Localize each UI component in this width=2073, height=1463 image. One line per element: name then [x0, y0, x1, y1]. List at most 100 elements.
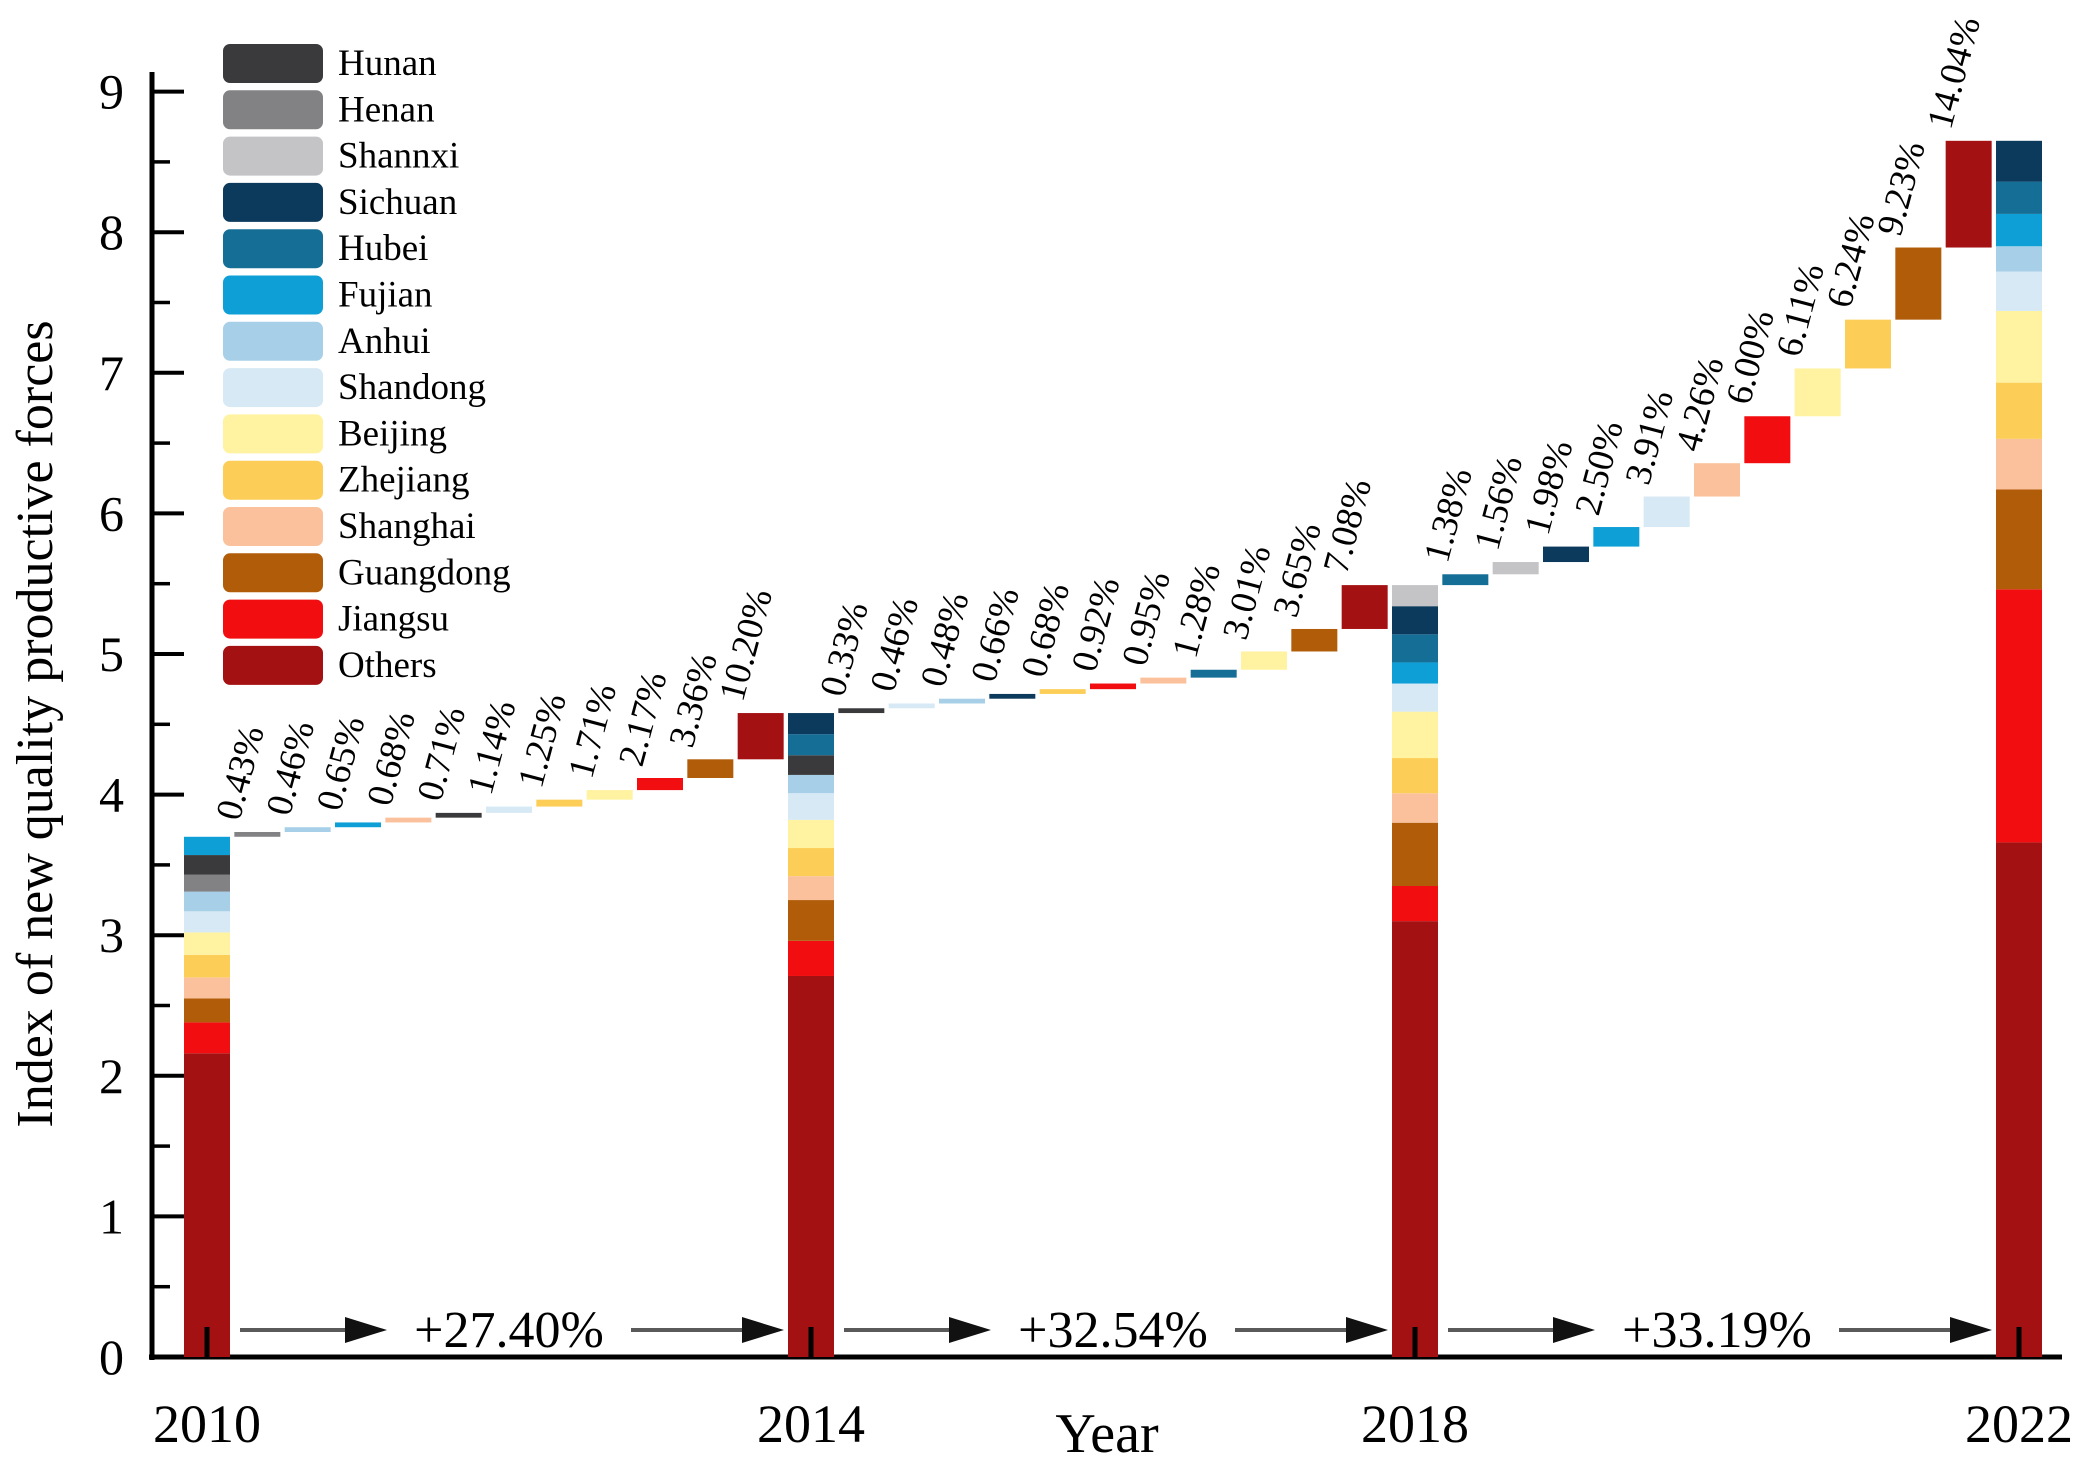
- bar-2018-segment-hubei: [1392, 634, 1438, 663]
- bar-2018: [1392, 585, 1438, 1357]
- y-tick-label-2: 2: [99, 1048, 124, 1104]
- bar-2010-segment-zhejiang: [184, 954, 230, 978]
- float-label-2018-2022-jiangsu: 6.00%: [1718, 306, 1782, 409]
- x-tick-label-2018: 2018: [1361, 1394, 1469, 1454]
- x-tick-label-2014: 2014: [757, 1394, 865, 1454]
- float-2018-2022-hubei: [1442, 574, 1489, 586]
- arrowhead-icon: [345, 1317, 387, 1343]
- legend-item-beijing: Beijing: [223, 413, 447, 454]
- arrowhead-icon: [742, 1317, 784, 1343]
- y-tick-label-6: 6: [99, 485, 124, 541]
- bar-2022-segment-jiangsu: [1996, 589, 2042, 843]
- float-2010-2014-guangdong: [687, 759, 734, 779]
- legend-label-shannxi: Shannxi: [338, 136, 459, 177]
- float-2010-2014-hunan: [435, 812, 482, 818]
- bar-2018-segment-beijing: [1392, 711, 1438, 759]
- float-2018-2022-jiangsu: [1744, 416, 1791, 464]
- bar-2014-segment-shanghai: [788, 876, 834, 901]
- bar-2018-segment-others: [1392, 921, 1438, 1357]
- float-2010-2014-fujian: [335, 822, 381, 828]
- bar-2014-segment-others: [788, 975, 834, 1357]
- float-2014-2018-hubei: [1190, 669, 1237, 678]
- float-label-2018-2022-beijing: 6.11%: [1769, 259, 1833, 361]
- float-2014-2018-beijing: [1241, 651, 1287, 670]
- float-label-2018-2022-shannxi: 1.56%: [1467, 451, 1531, 554]
- float-2010-2014-beijing: [586, 790, 633, 800]
- y-tick-label-7: 7: [99, 345, 124, 401]
- bar-2022-segment-guangdong: [1996, 489, 2042, 590]
- bar-2010-segment-shanghai: [184, 977, 230, 999]
- float-2010-2014-shanghai: [385, 817, 432, 823]
- float-2014-2018-anhui: [939, 698, 985, 704]
- bar-2018-segment-zhejiang: [1392, 758, 1438, 794]
- bar-2010: [184, 836, 230, 1357]
- float-label-2010-2014-others: 10.20%: [712, 585, 781, 706]
- growth-arrow-2010-2014: +27.40%: [240, 1302, 784, 1359]
- bar-2022-segment-shanghai: [1996, 438, 2042, 490]
- x-tick-label-2010: 2010: [153, 1394, 261, 1454]
- float-label-2018-2022-sichuan: 1.98%: [1517, 436, 1581, 539]
- legend-item-zhejiang: Zhejiang: [223, 460, 470, 501]
- float-label-2010-2014-zhejiang: 1.25%: [510, 689, 574, 792]
- bar-2014: [788, 713, 834, 1357]
- increment-floats-layer: 0.43%0.46%0.65%0.68%0.71%1.14%1.25%1.71%…: [208, 12, 1992, 837]
- bar-2010-segment-guangdong: [184, 998, 230, 1023]
- legend-swatch-anhui: [223, 321, 323, 361]
- legend-label-anhui: Anhui: [338, 321, 431, 362]
- bar-2010-segment-fujian: [184, 836, 230, 856]
- float-2018-2022-beijing: [1794, 368, 1841, 417]
- legend-label-others: Others: [338, 645, 437, 686]
- bar-2014-segment-hunan: [788, 755, 834, 775]
- float-2018-2022-others: [1945, 140, 1992, 248]
- growth-arrow-label: +32.54%: [1018, 1302, 1208, 1359]
- bar-2018-segment-guangdong: [1392, 822, 1438, 886]
- arrowhead-icon: [1553, 1317, 1595, 1343]
- float-2018-2022-guangdong: [1895, 247, 1942, 320]
- y-tick-label-1: 1: [99, 1188, 124, 1244]
- legend-swatch-hubei: [223, 229, 323, 269]
- bar-2022-segment-shandong: [1996, 271, 2042, 311]
- float-2018-2022-shannxi: [1492, 562, 1539, 575]
- axes-layer: 0 1 2 3 4 5 6 7 8 9 2010 2014 2018 2022: [99, 64, 2073, 1454]
- bar-2018-segment-sichuan: [1392, 606, 1438, 635]
- float-2014-2018-others: [1341, 585, 1388, 629]
- float-2018-2022-zhejiang: [1845, 319, 1891, 369]
- arrowhead-icon: [949, 1317, 991, 1343]
- float-2014-2018-hunan: [838, 708, 885, 714]
- bar-2014-segment-zhejiang: [788, 848, 834, 877]
- legend-label-zhejiang: Zhejiang: [338, 460, 470, 501]
- legend-label-jiangsu: Jiangsu: [338, 599, 449, 640]
- x-tick-label-2022: 2022: [1965, 1394, 2073, 1454]
- legend-item-sichuan: Sichuan: [223, 182, 457, 223]
- float-2010-2014-anhui: [284, 827, 331, 832]
- legend-label-shanghai: Shanghai: [338, 506, 476, 547]
- legend-item-hunan: Hunan: [223, 43, 437, 84]
- float-2014-2018-guangdong: [1291, 628, 1338, 652]
- legend-item-jiangsu: Jiangsu: [223, 599, 449, 640]
- growth-arrow-2018-2022: +33.19%: [1448, 1302, 1992, 1359]
- bar-2018-segment-shandong: [1392, 683, 1438, 712]
- legend-swatch-sichuan: [223, 182, 323, 222]
- bar-2014-segment-guangdong: [788, 900, 834, 941]
- bars-layer: [184, 140, 2042, 1357]
- float-2018-2022-shanghai: [1694, 463, 1740, 497]
- legend-swatch-beijing: [223, 414, 323, 454]
- float-label-2010-2014-beijing: 1.71%: [561, 679, 625, 782]
- legend-label-guangdong: Guangdong: [338, 552, 511, 593]
- bar-2010-segment-shandong: [184, 911, 230, 933]
- increments-2018-2022: 1.38%1.56%1.98%2.50%3.91%4.26%6.00%6.11%…: [1416, 12, 1992, 586]
- bar-2018-segment-fujian: [1392, 662, 1438, 684]
- float-2010-2014-jiangsu: [637, 778, 683, 791]
- float-2018-2022-shandong: [1643, 496, 1690, 528]
- float-label-2014-2018-others: 7.08%: [1316, 475, 1380, 578]
- legend-label-beijing: Beijing: [338, 413, 447, 454]
- bar-2022: [1996, 140, 2042, 1357]
- x-axis-title: Year: [1055, 1403, 1159, 1463]
- bar-2010-segment-jiangsu: [184, 1022, 230, 1054]
- bar-2010-segment-henan: [184, 874, 230, 892]
- float-2014-2018-sichuan: [989, 693, 1036, 699]
- legend-swatch-hunan: [223, 44, 323, 83]
- bar-2022-segment-zhejiang: [1996, 382, 2042, 439]
- legend-label-shandong: Shandong: [338, 367, 486, 408]
- growth-arrow-label: +33.19%: [1622, 1302, 1812, 1359]
